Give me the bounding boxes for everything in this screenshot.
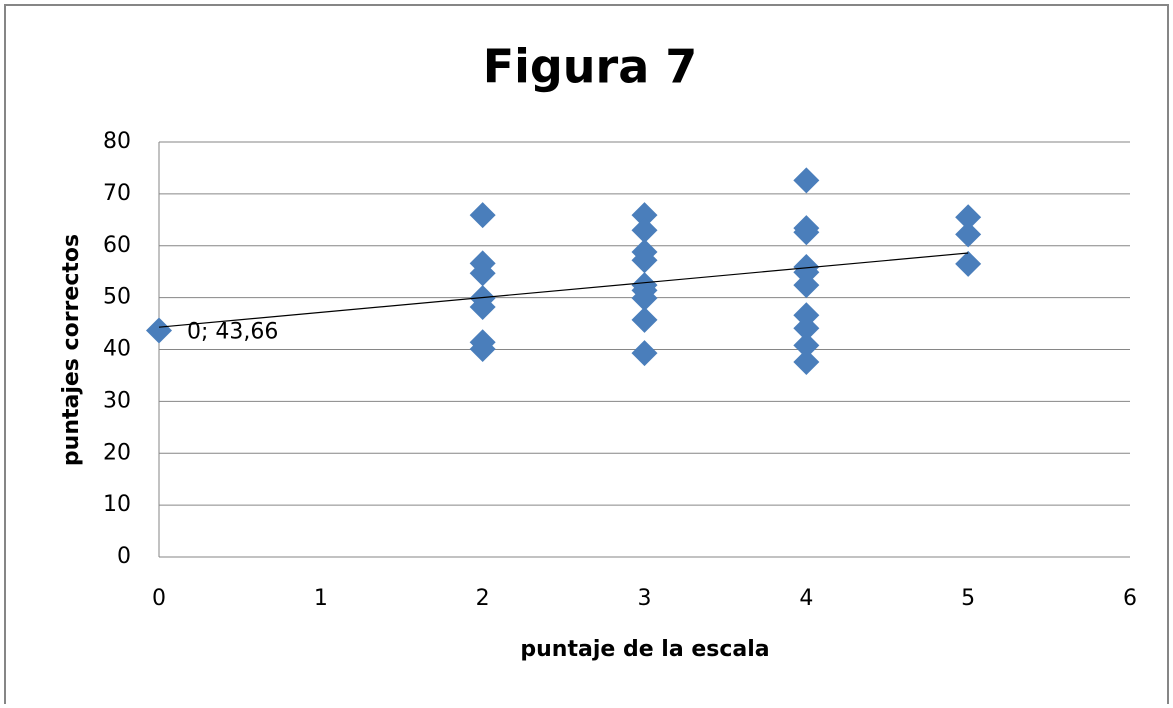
data-point [469,335,496,362]
y-axis-label: puntajes correctos [59,234,84,466]
y-tick-label: 70 [103,181,131,206]
data-point [793,219,820,246]
x-tick-label: 1 [314,586,328,611]
chart-frame [4,4,1169,708]
x-tick-label: 3 [638,586,652,611]
x-axis-label: puntaje de la escala [520,637,769,662]
data-point [793,315,820,342]
x-tick-label: 4 [799,586,813,611]
data-point [793,167,820,194]
data-point [631,247,658,274]
data-point [955,204,982,231]
data-point [631,340,658,367]
data-point [793,348,820,375]
y-tick-label: 30 [103,388,131,413]
data-point [146,317,172,344]
data-point [631,217,658,244]
x-tick-label: 5 [961,586,975,611]
y-tick-label: 60 [103,233,131,258]
y-tick-label: 40 [103,337,131,362]
x-tick-label: 6 [1123,586,1137,611]
y-tick-label: 80 [103,129,131,154]
data-point [469,202,496,229]
data-point [793,272,820,299]
data-point [955,221,982,248]
data-point [469,260,496,287]
data-point [469,293,496,320]
y-tick-label: 20 [103,440,131,465]
data-point [955,250,982,277]
chart-title: Figura 7 [483,40,698,94]
data-point [793,332,820,359]
y-tick-label: 10 [103,492,131,517]
data-point [631,202,658,229]
y-tick-label: 0 [117,544,131,569]
y-tick-label: 50 [103,285,131,310]
data-point [631,285,658,312]
x-tick-label: 2 [476,586,490,611]
x-tick-label: 0 [152,586,166,611]
data-point [631,306,658,333]
trendline [158,252,969,328]
